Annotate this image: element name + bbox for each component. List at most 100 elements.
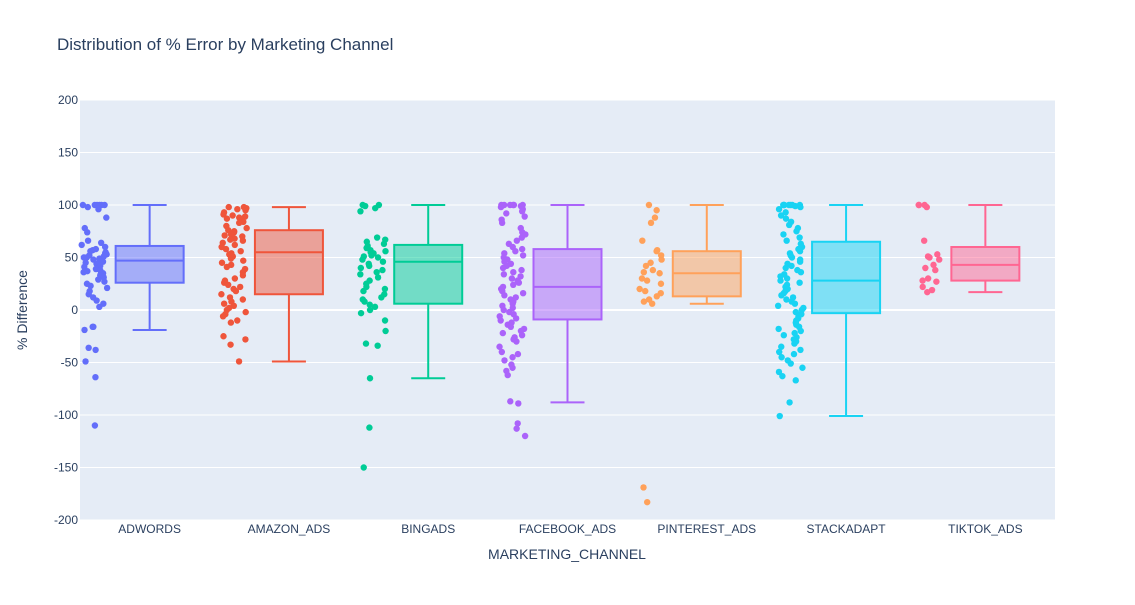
data-point <box>797 346 804 354</box>
data-point <box>380 240 388 248</box>
data-point <box>788 262 795 270</box>
data-point <box>374 254 382 261</box>
data-point <box>81 326 88 334</box>
data-point <box>649 266 657 274</box>
box-iqr <box>253 229 324 296</box>
data-point <box>509 364 516 371</box>
data-point <box>920 237 928 244</box>
data-point <box>919 277 926 284</box>
x-tick-label: PINTEREST_ADS <box>657 522 756 536</box>
data-point <box>792 377 799 384</box>
y-tick-label: 0 <box>71 303 78 317</box>
data-point <box>510 281 517 288</box>
data-point <box>521 213 528 220</box>
data-point <box>656 270 663 277</box>
data-point <box>85 291 92 298</box>
data-point <box>922 264 929 272</box>
data-point <box>647 259 654 266</box>
data-point <box>787 360 794 367</box>
data-point <box>360 464 367 471</box>
data-point <box>640 298 648 305</box>
data-point <box>936 256 943 263</box>
data-point <box>778 292 785 299</box>
data-point <box>518 208 526 215</box>
data-point <box>512 315 520 322</box>
data-point <box>92 346 99 354</box>
data-point <box>924 275 932 282</box>
data-point <box>793 228 800 235</box>
data-point <box>778 343 785 350</box>
data-point <box>653 207 660 214</box>
data-point <box>362 340 370 347</box>
data-point <box>645 201 653 209</box>
data-point <box>378 294 385 301</box>
data-point <box>498 348 506 356</box>
data-point <box>382 248 389 255</box>
data-point <box>101 243 109 251</box>
x-tick-label: FACEBOOK_ADS <box>519 522 616 536</box>
data-point <box>507 398 514 405</box>
data-point <box>509 354 516 361</box>
data-point <box>219 313 227 320</box>
data-point <box>232 287 240 295</box>
data-point <box>79 201 87 209</box>
data-point <box>519 290 527 297</box>
box-group-adwords <box>78 201 185 429</box>
data-point <box>360 287 367 295</box>
data-point <box>101 278 108 285</box>
data-point <box>373 269 380 276</box>
x-tick-label: ADWORDS <box>118 522 181 536</box>
box-iqr <box>811 240 882 315</box>
data-point <box>242 207 249 214</box>
data-point <box>504 371 511 379</box>
data-point <box>361 298 368 305</box>
data-point <box>366 424 373 431</box>
data-point <box>231 241 238 249</box>
data-point <box>381 317 389 324</box>
data-point <box>657 280 665 287</box>
data-point <box>777 277 784 284</box>
data-point <box>85 344 92 351</box>
data-point <box>509 201 517 209</box>
data-point <box>373 234 381 241</box>
data-point <box>513 237 521 244</box>
y-tick-label: 200 <box>58 93 78 107</box>
data-point <box>82 358 89 365</box>
data-point <box>239 296 247 303</box>
data-point <box>500 271 508 278</box>
data-point <box>379 266 386 274</box>
data-point <box>781 201 788 209</box>
data-point <box>639 237 646 244</box>
y-tick-label: 100 <box>58 198 78 212</box>
data-point <box>518 266 525 274</box>
box-group-tiktok_ads <box>915 201 1021 296</box>
data-point <box>919 283 926 291</box>
data-point <box>235 358 243 365</box>
data-point <box>788 254 796 261</box>
data-point <box>926 254 933 261</box>
data-point <box>359 256 366 263</box>
box-iqr <box>532 248 603 321</box>
data-point <box>221 232 228 239</box>
data-point <box>515 400 522 407</box>
data-point <box>799 364 806 371</box>
data-point <box>512 248 519 255</box>
x-axis-title: MARKETING_CHANNEL <box>488 546 646 562</box>
data-point <box>90 323 97 330</box>
data-point <box>501 357 508 364</box>
data-point <box>239 237 247 244</box>
data-point <box>382 327 389 335</box>
box-iqr <box>950 246 1021 282</box>
data-point <box>934 251 941 258</box>
data-point <box>796 258 804 265</box>
data-point <box>796 248 804 255</box>
data-point <box>514 350 522 358</box>
data-point <box>775 206 783 213</box>
data-point <box>235 219 243 227</box>
data-point <box>499 264 507 272</box>
data-point <box>103 214 110 221</box>
data-point <box>792 202 799 210</box>
data-point <box>374 274 382 281</box>
data-point <box>500 306 507 314</box>
